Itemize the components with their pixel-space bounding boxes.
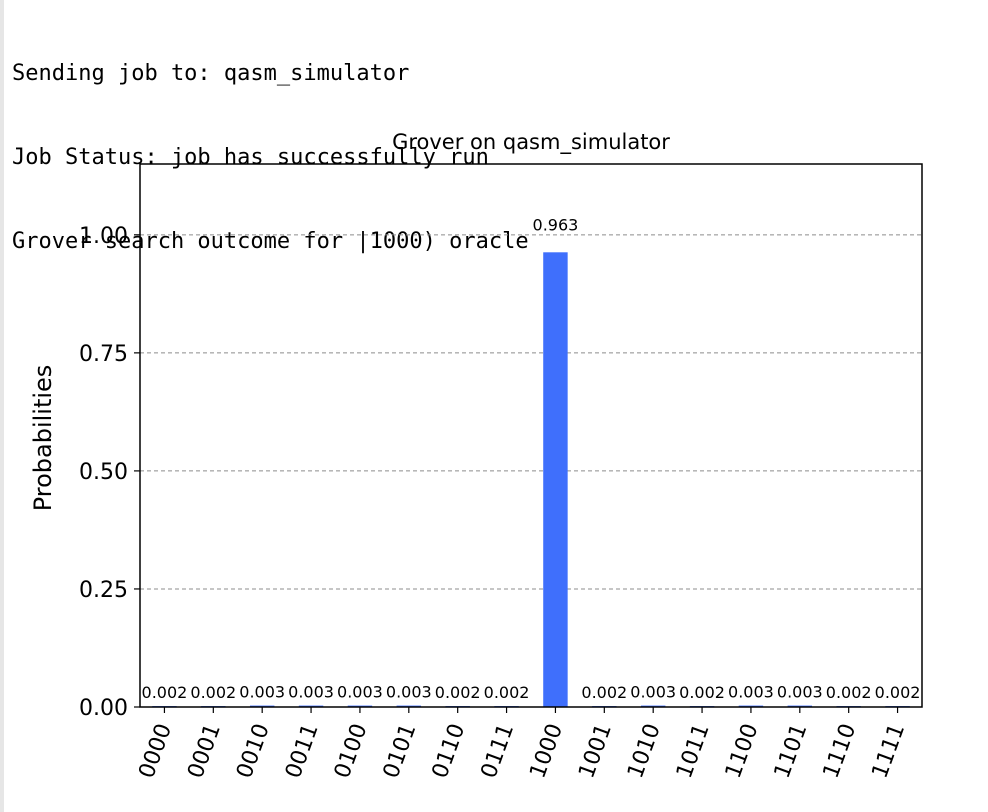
console-line-status: Job Status: job has successfully run [12,145,489,170]
x-tick-label: 0000 [134,721,177,782]
x-tick-label: 0010 [232,721,275,782]
bars [152,252,910,708]
console-line-sending: Sending job to: qasm_simulator [12,61,410,86]
x-tick-label: 0110 [428,721,471,782]
value-label: 0.003 [288,683,334,702]
y-tick-label: 1.00 [79,224,128,249]
y-tick-label: 0.25 [79,578,128,603]
x-tick-label: 1101 [770,721,813,782]
chart-title: Grover on qasm_simulator [392,130,670,155]
bar [543,252,568,708]
value-label: 0.002 [581,683,627,702]
x-tick-label: 1100 [721,721,764,782]
value-label: 0.003 [239,683,285,702]
plot-frame [139,163,923,708]
value-label: 0.002 [435,683,481,702]
x-axis-ticks: 0000 0001 0010 0011 0100 0101 0110 0111 1000 1001… [134,707,910,782]
x-tick-label: 1000 [525,721,568,782]
x-tick-label: 1011 [672,721,715,782]
y-tick-label: 0.50 [79,460,128,485]
value-label: 0.002 [679,683,725,702]
x-tick-label: 1111 [868,721,911,782]
y-tick-label: 0.75 [79,342,128,367]
value-label: 0.003 [386,683,432,702]
console-output: Sending job to: qasm_simulator Job Statu… [12,4,529,284]
y-axis-ticks: 0.00 0.25 0.50 0.75 1.00 [79,224,140,721]
value-label: 0.003 [777,683,823,702]
x-tick-label: 1001 [574,721,617,782]
x-tick-label: 0011 [281,721,324,782]
value-label: 0.003 [337,683,383,702]
value-label: 0.002 [484,683,530,702]
x-tick-label: 0101 [379,721,422,782]
value-label: 0.002 [142,683,188,702]
value-label: 0.002 [875,683,921,702]
value-label: 0.002 [826,683,872,702]
value-label: 0.002 [190,683,236,702]
console-line-outcome: Grover search outcome for |1000) oracle [12,229,529,254]
x-tick-label: 1110 [819,721,862,782]
gridlines [140,234,922,590]
x-tick-label: 0100 [330,721,373,782]
value-label: 0.963 [533,215,579,234]
x-tick-label: 0001 [183,721,226,782]
value-labels: 0.002 0.002 0.003 0.003 0.003 0.003 0.002 0.002… [142,215,921,702]
y-tick-label: 0.00 [79,696,128,721]
x-tick-label: 0111 [477,721,520,782]
value-label: 0.003 [728,683,774,702]
x-tick-label: 1010 [623,721,666,782]
y-axis-label: Probabilities [29,365,57,512]
output-cell-border [0,0,4,812]
value-label: 0.003 [630,683,676,702]
